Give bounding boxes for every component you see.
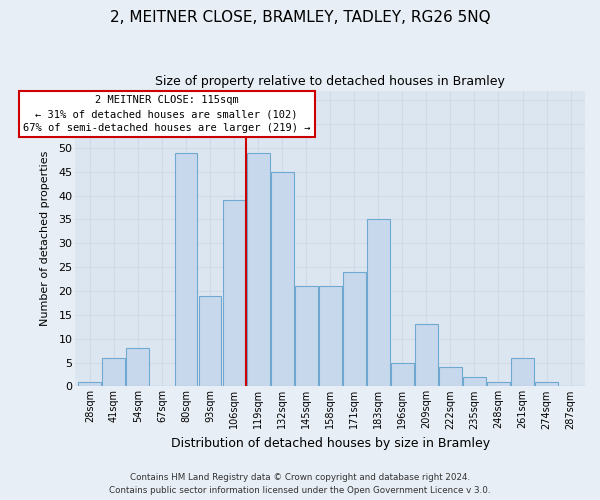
Text: 2 MEITNER CLOSE: 115sqm
← 31% of detached houses are smaller (102)
67% of semi-d: 2 MEITNER CLOSE: 115sqm ← 31% of detache… [23,96,310,134]
Title: Size of property relative to detached houses in Bramley: Size of property relative to detached ho… [155,75,505,88]
Bar [127,348,149,387]
Bar [223,200,245,386]
X-axis label: Distribution of detached houses by size in Bramley: Distribution of detached houses by size … [170,437,490,450]
Bar [535,382,558,386]
Bar [343,272,365,386]
Bar [391,362,414,386]
Bar [271,172,293,386]
Bar [247,152,269,386]
Bar [487,382,510,386]
Bar [103,358,125,386]
Text: 2, MEITNER CLOSE, BRAMLEY, TADLEY, RG26 5NQ: 2, MEITNER CLOSE, BRAMLEY, TADLEY, RG26 … [110,10,490,25]
Bar [415,324,438,386]
Bar [367,220,389,386]
Bar [199,296,221,386]
Bar [175,152,197,386]
Y-axis label: Number of detached properties: Number of detached properties [40,151,50,326]
Bar [511,358,534,386]
Bar [319,286,341,386]
Bar [295,286,317,386]
Bar [439,368,462,386]
Bar [463,377,486,386]
Text: Contains HM Land Registry data © Crown copyright and database right 2024.
Contai: Contains HM Land Registry data © Crown c… [109,474,491,495]
Bar [79,382,101,386]
